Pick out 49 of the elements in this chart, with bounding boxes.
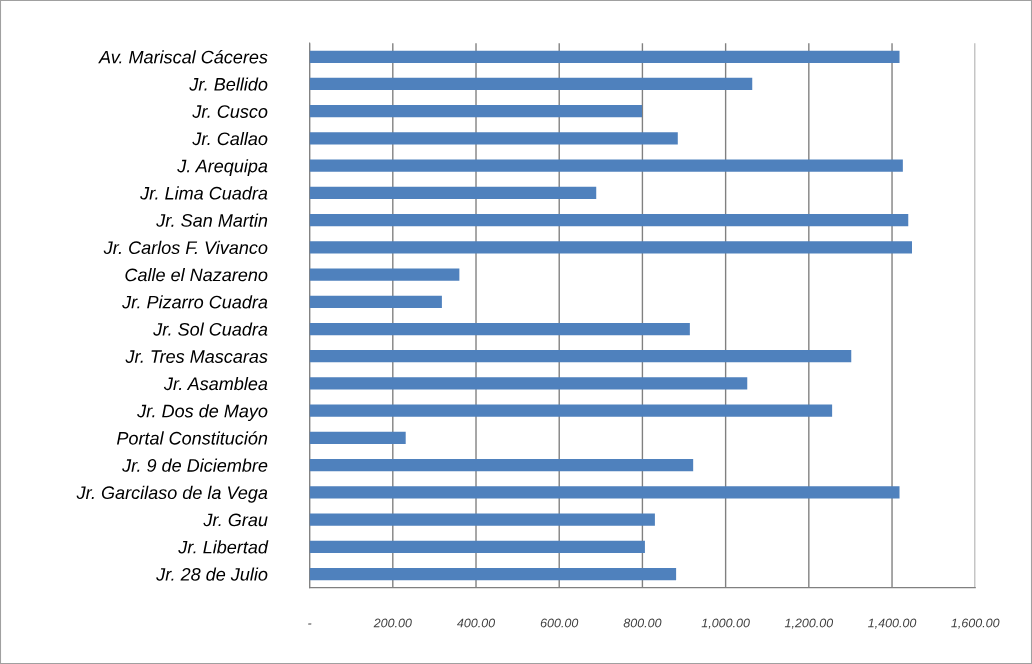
bar [309, 350, 852, 363]
bar [309, 295, 442, 308]
bar [309, 322, 690, 336]
bar [309, 268, 460, 281]
bar [309, 486, 900, 499]
y-tick-label: Jr. 9 de Diciembre [122, 458, 268, 472]
x-tick-label: 200.00 [373, 618, 412, 628]
x-tick-label: 600.00 [540, 618, 579, 628]
y-tick-label: Jr. Grau [203, 513, 268, 527]
bar [309, 105, 642, 118]
y-tick-label: Calle el Nazareno [125, 268, 268, 282]
bar [309, 186, 597, 200]
bar [309, 377, 748, 390]
y-tick-label: J. Arequipa [177, 159, 268, 176]
bar [309, 241, 912, 254]
y-tick-label: Jr. 28 de Julio [156, 567, 268, 581]
y-tick-label: Jr. Callao [192, 131, 268, 146]
bar [309, 513, 655, 526]
bar [309, 50, 900, 63]
y-tick-label: Portal Constitución [116, 431, 268, 445]
y-tick-label: Jr. Garcilaso de la Vega [76, 485, 268, 503]
bar [309, 77, 753, 91]
bar [309, 540, 645, 553]
y-tick-label: Jr. Pizarro Cuadra [122, 295, 268, 309]
x-tick-label: 1,200.00 [784, 618, 834, 629]
y-tick-label: Jr. Bellido [189, 77, 268, 91]
bar [309, 404, 833, 417]
y-tick-label: Jr. Dos de Mayo [137, 404, 268, 421]
y-tick-label: Jr. Lima Cuadra [140, 186, 268, 200]
bar [309, 132, 678, 145]
y-tick-label: Jr. Tres Mascaras [125, 350, 268, 363]
bar [309, 213, 909, 227]
x-tick-label: 1,600.00 [951, 618, 1000, 629]
x-tick-label: - [308, 623, 312, 625]
x-tick-label: 1,400.00 [868, 618, 917, 629]
bar [309, 459, 694, 472]
y-tick-label: Jr. Carlos F. Vivanco [103, 240, 268, 255]
x-tick-label: 400.00 [456, 618, 496, 628]
bar [309, 431, 406, 445]
bar [309, 159, 903, 172]
y-tick-label: Jr. Sol Cuadra [153, 322, 268, 336]
y-tick-label: Jr. Cusco [192, 105, 268, 118]
y-tick-label: Jr. Libertad [178, 540, 269, 554]
bar [309, 567, 677, 581]
x-tick-label: 1,000.00 [701, 618, 750, 629]
y-tick-label: Jr. Asamblea [163, 376, 268, 391]
y-tick-label: Jr. San Martin [156, 213, 268, 227]
y-tick-label: Av. Mariscal Cáceres [98, 50, 268, 64]
x-tick-label: 800.00 [623, 618, 662, 628]
